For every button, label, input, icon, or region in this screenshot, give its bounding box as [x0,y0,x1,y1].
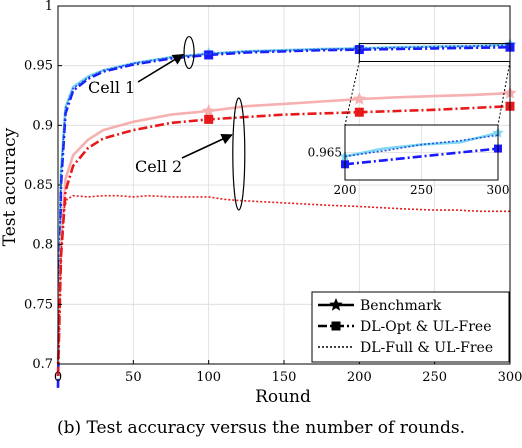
series-marker-square [204,50,214,60]
cell1-ellipse [183,35,195,70]
y-tick-label: 0.85 [24,178,53,193]
y-axis-label: Test accuracy [0,127,20,246]
figure-caption: (b) Test accuracy versus the number of r… [56,418,466,438]
inset-x-tick-label: 200 [334,183,357,197]
legend-label: DL-Opt & UL-Free [360,319,491,335]
x-tick-label: 150 [272,370,297,385]
series-line [57,194,510,365]
zoom-connector [497,61,511,126]
y-tick-label: 0.7 [32,357,53,372]
zoom-region-box [358,43,511,62]
y-tick-label: 0.75 [24,297,53,312]
x-tick-label: 200 [347,370,372,385]
inset-frame [344,124,499,181]
legend-label: Benchmark [360,298,442,314]
legend-box [311,291,510,363]
inset-series-line [344,147,499,166]
inset-y-tick-label: 0.965 [308,146,342,160]
cell1-arrow [137,53,185,83]
inset-series-line [344,134,499,158]
cell2-ellipse [232,97,246,211]
zoom-connector [344,61,360,126]
x-tick-label: 0 [54,370,62,385]
y-tick-label: 0.8 [32,238,53,253]
x-tick-label: 100 [196,370,221,385]
series-marker-star [352,92,366,105]
series-line [56,45,511,388]
series-marker-star [202,104,216,117]
series-marker-square [204,114,214,124]
cell1-label: Cell 1 [88,78,135,97]
x-axis-label: Round [255,387,311,407]
series-line [57,44,511,365]
legend-label: DL-Full & UL-Free [360,340,493,356]
test-accuracy-chart: 0 50 100 150 200 250 300 0.7 0.75 0.8 0.85 0.9 0.95 1… [0,0,522,407]
y-tick-label: 0.9 [32,118,53,133]
x-tick-label: 50 [125,370,142,385]
x-tick-label: 300 [498,370,522,385]
inset-x-tick-label: 250 [410,183,433,197]
cell2-arrow [181,134,233,159]
y-tick-label: 0.95 [24,59,53,74]
x-tick-label: 250 [422,370,447,385]
legend-marker-square [331,321,341,331]
cell2-label: Cell 2 [135,157,182,176]
legend-marker-star [329,298,343,311]
inset-x-tick-label: 300 [487,183,510,197]
series-marker-square [354,107,364,117]
y-tick-label: 1 [45,0,53,14]
